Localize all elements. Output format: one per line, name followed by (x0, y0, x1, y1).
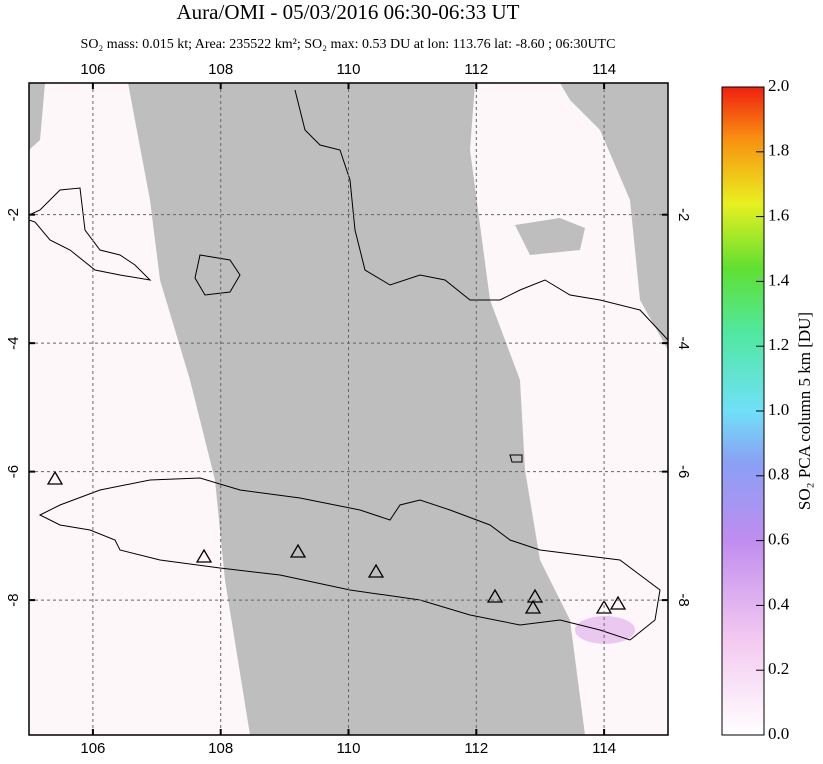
colorbar-tick-label: 0.8 (768, 465, 789, 484)
colorbar-tick-label: 1.2 (768, 335, 789, 354)
y-tick-label: -4 (5, 336, 22, 349)
x-tick-label: 108 (208, 61, 233, 78)
y-tick-label: -8 (675, 593, 692, 606)
x-tick-label: 110 (337, 740, 361, 757)
so2-patch (575, 616, 635, 644)
x-tick-label: 106 (80, 740, 105, 757)
colorbar-tick-label: 1.8 (768, 141, 789, 160)
title: Aura/OMI - 05/03/2016 06:30-06:33 UT (177, 0, 520, 24)
colorbar-tick-label: 1.4 (768, 270, 790, 289)
no-data-region (29, 83, 45, 150)
no-data-region (515, 218, 585, 255)
no-data-region (560, 83, 668, 350)
y-tick-label: -8 (5, 593, 22, 606)
x-tick-label: 110 (337, 61, 361, 78)
colorbar-tick-label: 0.2 (768, 659, 789, 678)
x-tick-label: 112 (464, 61, 488, 78)
x-tick-label: 106 (80, 61, 105, 78)
grid (29, 83, 668, 735)
island (509, 454, 523, 463)
colorbar-tick-label: 1.0 (768, 400, 789, 419)
colorbar-tick-label: 1.6 (768, 206, 789, 225)
y-tick-label: -2 (675, 208, 692, 221)
island (194, 254, 241, 296)
coastline (294, 89, 668, 341)
colorbar-label: SO₂ PCA column 5 km [DU] (795, 312, 814, 510)
coastline (38, 477, 661, 641)
volcanoes (46, 470, 627, 614)
coastline (29, 187, 152, 281)
x-tick-label: 114 (592, 740, 616, 757)
y-tick-label: -6 (5, 465, 22, 478)
x-tick-label: 112 (464, 740, 488, 757)
y-tick-label: -2 (5, 208, 22, 221)
x-tick-label: 114 (592, 61, 616, 78)
y-tick-label: -4 (675, 336, 692, 349)
subtitle: SO₂ mass: 0.015 kt; Area: 235522 km²; SO… (81, 37, 616, 52)
x-tick-label: 108 (208, 740, 233, 757)
y-tick-label: -6 (675, 465, 692, 478)
colorbar-tick-label: 0.4 (768, 594, 790, 613)
colorbar-tick-label: 0.6 (768, 530, 789, 549)
colorbar-tick-label: 2.0 (768, 76, 789, 95)
no-data-swath (128, 83, 585, 735)
colorbar-tick-label: 0.0 (768, 724, 789, 743)
